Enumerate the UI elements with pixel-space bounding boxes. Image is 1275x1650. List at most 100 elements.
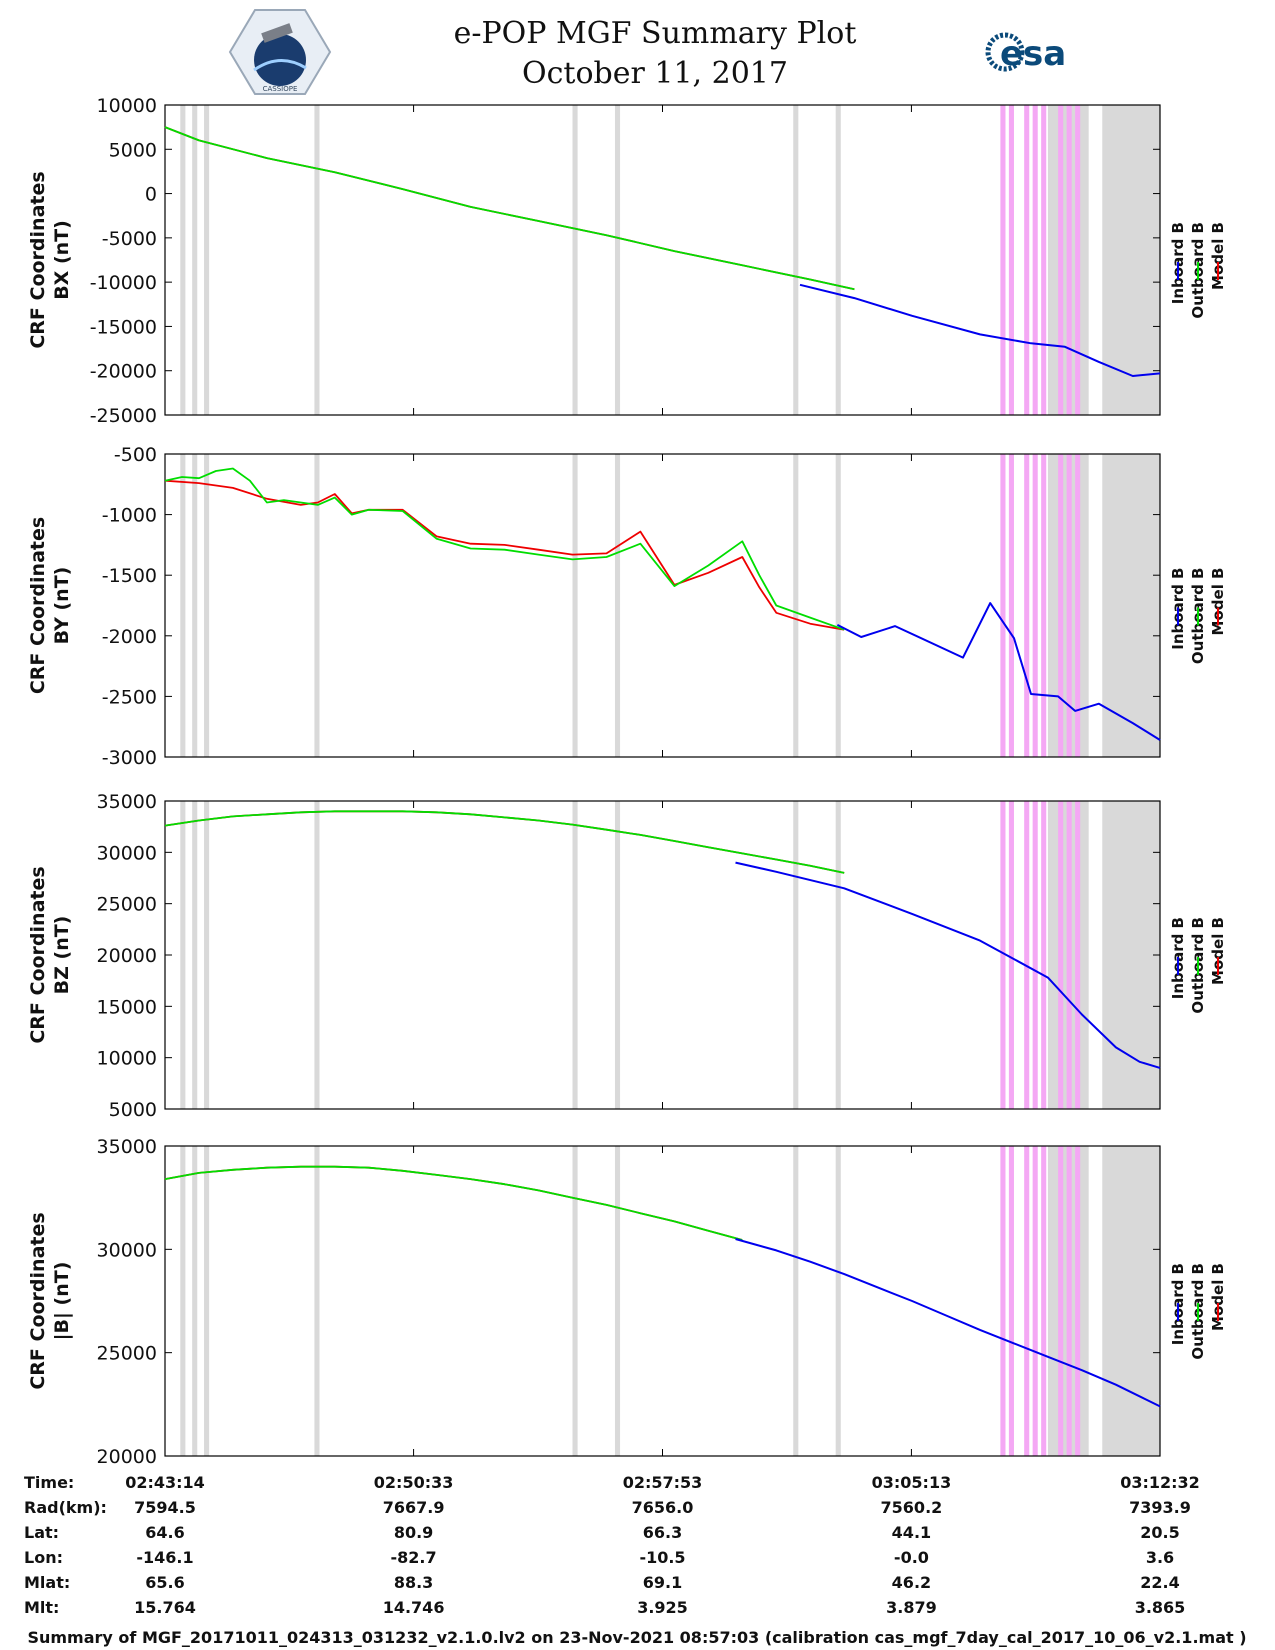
ephemeris-row-label: Time: <box>24 1473 74 1492</box>
gray-band <box>1102 105 1160 415</box>
y-tick-label: -500 <box>114 444 157 466</box>
series-outboard-b <box>164 126 855 291</box>
gray-band <box>614 454 621 757</box>
gray-band <box>793 454 799 757</box>
ephemeris-value: 3.865 <box>1135 1598 1186 1617</box>
pink-band <box>1075 105 1081 415</box>
ephemeris-value: 80.9 <box>394 1523 433 1542</box>
y-tick-label: 35000 <box>97 791 157 813</box>
ephemeris-value: 88.3 <box>394 1573 433 1592</box>
pink-band <box>1066 105 1072 415</box>
ephemeris-value: -10.5 <box>639 1548 685 1567</box>
y-tick-label: 10000 <box>97 95 157 117</box>
ephemeris-value: 66.3 <box>643 1523 682 1542</box>
series-outboard-b <box>164 1165 743 1241</box>
y-tick-label: -3000 <box>102 747 157 769</box>
gray-band <box>180 1146 186 1456</box>
gray-band <box>192 1146 198 1456</box>
ephemeris-value: 14.746 <box>383 1598 445 1617</box>
y-axis-unit-label: BX (nT) <box>51 220 73 300</box>
y-tick-label: 15000 <box>97 996 157 1018</box>
ephemeris-value: -0.0 <box>894 1548 929 1567</box>
ephemeris-value: 69.1 <box>643 1573 682 1592</box>
pink-band <box>1008 454 1014 757</box>
gray-band <box>204 801 210 1109</box>
ephemeris-row-label: Mlat: <box>24 1573 70 1592</box>
y-tick-label: 5000 <box>109 139 157 161</box>
y-axis-label: CRF Coordinates <box>27 866 49 1043</box>
esa-logo: esa <box>985 32 1066 74</box>
y-tick-label: -2500 <box>102 686 157 708</box>
series-model-b <box>164 126 855 291</box>
ephemeris-value: 3.925 <box>637 1598 688 1617</box>
pink-band <box>1032 1146 1038 1456</box>
y-tick-label: 0 <box>145 184 157 206</box>
pink-band <box>1000 454 1006 757</box>
plot-date: October 11, 2017 <box>522 56 788 91</box>
ephemeris-row-label: Mlt: <box>24 1598 59 1617</box>
gray-band <box>1102 454 1160 757</box>
pink-band <box>1008 801 1014 1109</box>
pink-band <box>1041 1146 1047 1456</box>
gray-band <box>192 454 198 757</box>
legend-label: Model B <box>1209 1263 1227 1331</box>
legend-label: Model B <box>1209 568 1227 636</box>
series-inboard-b <box>735 861 1161 1069</box>
gray-band <box>793 801 799 1109</box>
pink-band <box>1008 1146 1014 1456</box>
gray-band <box>180 105 186 415</box>
pink-band <box>1066 801 1072 1109</box>
gray-band <box>204 1146 210 1456</box>
ephemeris-row-label: Lat: <box>24 1523 59 1542</box>
series-inboard-b <box>735 1238 1161 1408</box>
ephemeris-row-label: Lon: <box>24 1548 63 1567</box>
y-tick-label: 30000 <box>97 1239 157 1261</box>
series-outboard-b <box>164 467 845 631</box>
y-tick-label: 35000 <box>97 1136 157 1158</box>
gray-band <box>1102 1146 1160 1456</box>
y-tick-label: 25000 <box>97 1343 157 1365</box>
gray-band <box>180 801 186 1109</box>
gray-band <box>192 105 198 415</box>
gray-band <box>314 105 320 415</box>
panel-bz: 35000 30000 25000 20000 15000 10000 5000 CRF Co… <box>27 791 1227 1121</box>
pink-band <box>1024 801 1030 1109</box>
ephemeris-value: 03:05:13 <box>872 1473 952 1492</box>
panel-magbmag: 35000 30000 25000 20000 CRF Coordinates |B| (… <box>27 1136 1227 1468</box>
esa-logo-text: esa <box>1000 34 1066 74</box>
gray-band <box>614 105 621 415</box>
y-tick-label: 20000 <box>97 945 157 967</box>
series-inboard-b <box>836 602 1161 741</box>
ephemeris-value: 02:43:14 <box>125 1473 205 1492</box>
pink-band <box>1000 1146 1006 1456</box>
y-tick-label: 5000 <box>109 1099 157 1121</box>
ephemeris-value: 7594.5 <box>134 1498 196 1517</box>
gray-band <box>572 105 578 415</box>
pink-band <box>1024 1146 1030 1456</box>
plot-title: e-POP MGF Summary Plot <box>454 16 857 51</box>
ephemeris-value: 3.6 <box>1146 1548 1174 1567</box>
pink-band <box>1024 105 1030 415</box>
gray-band <box>314 801 320 1109</box>
pink-band <box>1058 801 1064 1109</box>
ephemeris-value: 22.4 <box>1140 1573 1179 1592</box>
pink-band <box>1032 801 1038 1109</box>
y-axis-label: CRF Coordinates <box>27 171 49 348</box>
y-axis-unit-label: BY (nT) <box>51 567 73 645</box>
y-tick-label: 20000 <box>97 1446 157 1468</box>
y-tick-label: -15000 <box>90 316 157 338</box>
gray-band <box>835 801 841 1109</box>
y-tick-label: -2000 <box>102 626 157 648</box>
gray-band <box>835 105 841 415</box>
gray-band <box>180 454 186 757</box>
pink-band <box>1075 801 1081 1109</box>
legend-label: Model B <box>1209 222 1227 290</box>
y-axis-unit-label: |B| (nT) <box>51 1262 73 1341</box>
legend-label: Model B <box>1209 917 1227 985</box>
gray-band <box>314 454 320 757</box>
pink-band <box>1066 1146 1072 1456</box>
ephemeris-value: 15.764 <box>134 1598 196 1617</box>
series-model-b <box>164 479 845 631</box>
pink-band <box>1041 801 1047 1109</box>
gray-band <box>572 454 578 757</box>
